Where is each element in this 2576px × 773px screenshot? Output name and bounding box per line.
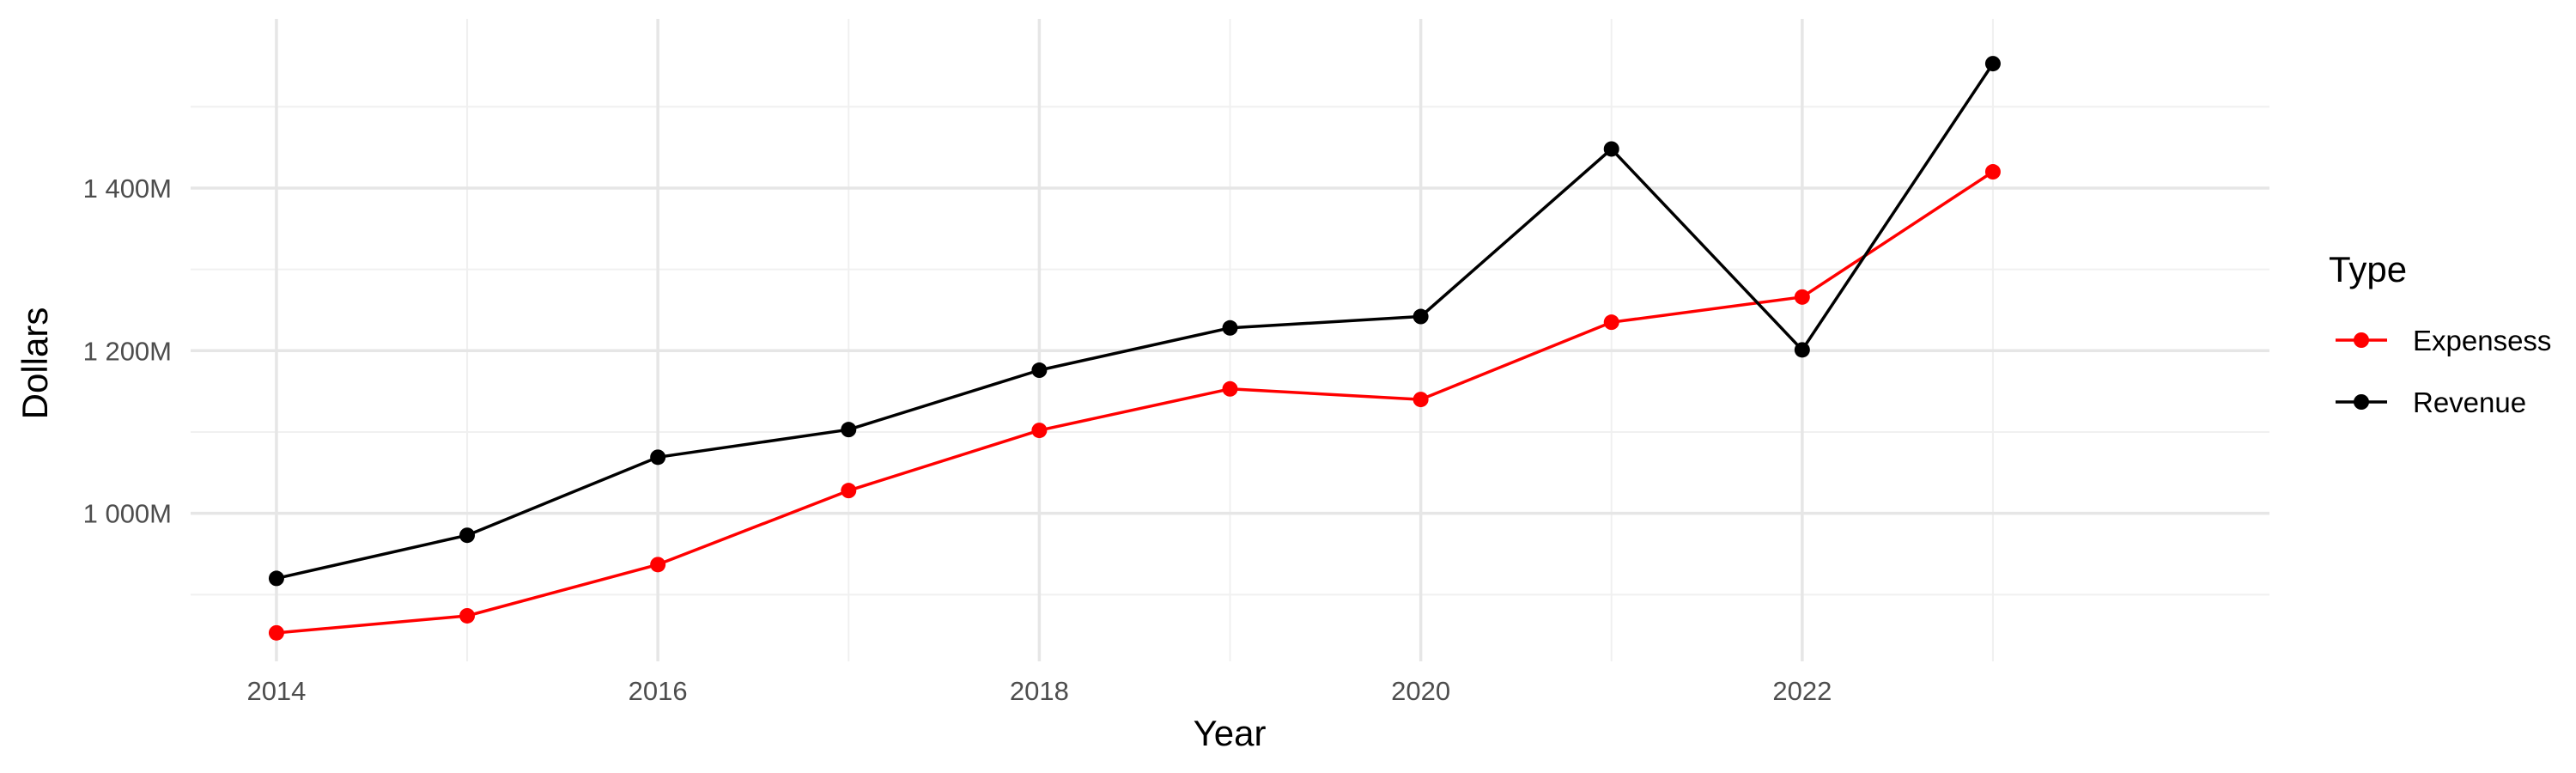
data-point-revenue [1222,320,1238,336]
data-point-expensess [1603,314,1619,331]
data-point-revenue [1031,362,1048,379]
data-point-revenue [841,422,857,438]
data-point-revenue [459,527,476,544]
data-point-expensess [841,483,857,499]
x-tick-label: 2016 [629,676,688,706]
series-line-revenue [276,63,1995,581]
y-tick-label: 1 400M [83,173,172,204]
series-line-expensess [276,170,1994,635]
legend: Type Expensess Revenue [2329,249,2551,418]
x-tick-label: 2014 [246,676,306,706]
x-tick-label: 2020 [1391,676,1450,706]
data-point-expensess [1984,164,2001,180]
legend-key-point-revenue [2354,394,2369,410]
y-axis-title: Dollars [15,307,55,420]
data-point-expensess [1222,380,1238,397]
data-point-expensess [1413,392,1429,408]
data-point-revenue [1413,308,1429,325]
data-point-revenue [650,449,666,466]
data-point-revenue [268,570,284,587]
y-tick-label: 1 200M [83,336,172,366]
legend-label-expensess: Expensess [2413,325,2551,356]
data-point-expensess [1031,423,1048,439]
data-point-expensess [650,557,666,573]
x-axis-title: Year [1194,713,1267,753]
data-point-expensess [268,624,284,641]
y-tick-label: 1 000M [83,499,172,529]
data-point-revenue [1984,56,2001,72]
x-tick-label: 2018 [1010,676,1069,706]
legend-title: Type [2329,249,2407,289]
legend-key-point-expensess [2354,332,2369,348]
grid-layer [191,19,2269,661]
axis-layer: 2014 2016 2018 2020 2022 1 000M 1 200M 1 400M [83,173,1832,706]
series-layer [268,56,2001,641]
legend-label-revenue: Revenue [2413,386,2526,418]
x-tick-label: 2022 [1772,676,1832,706]
legend-items: Expensess Revenue [2336,325,2551,418]
data-point-revenue [1603,141,1619,157]
data-point-revenue [1794,342,1810,358]
data-point-expensess [1794,289,1810,305]
data-point-expensess [459,607,476,624]
